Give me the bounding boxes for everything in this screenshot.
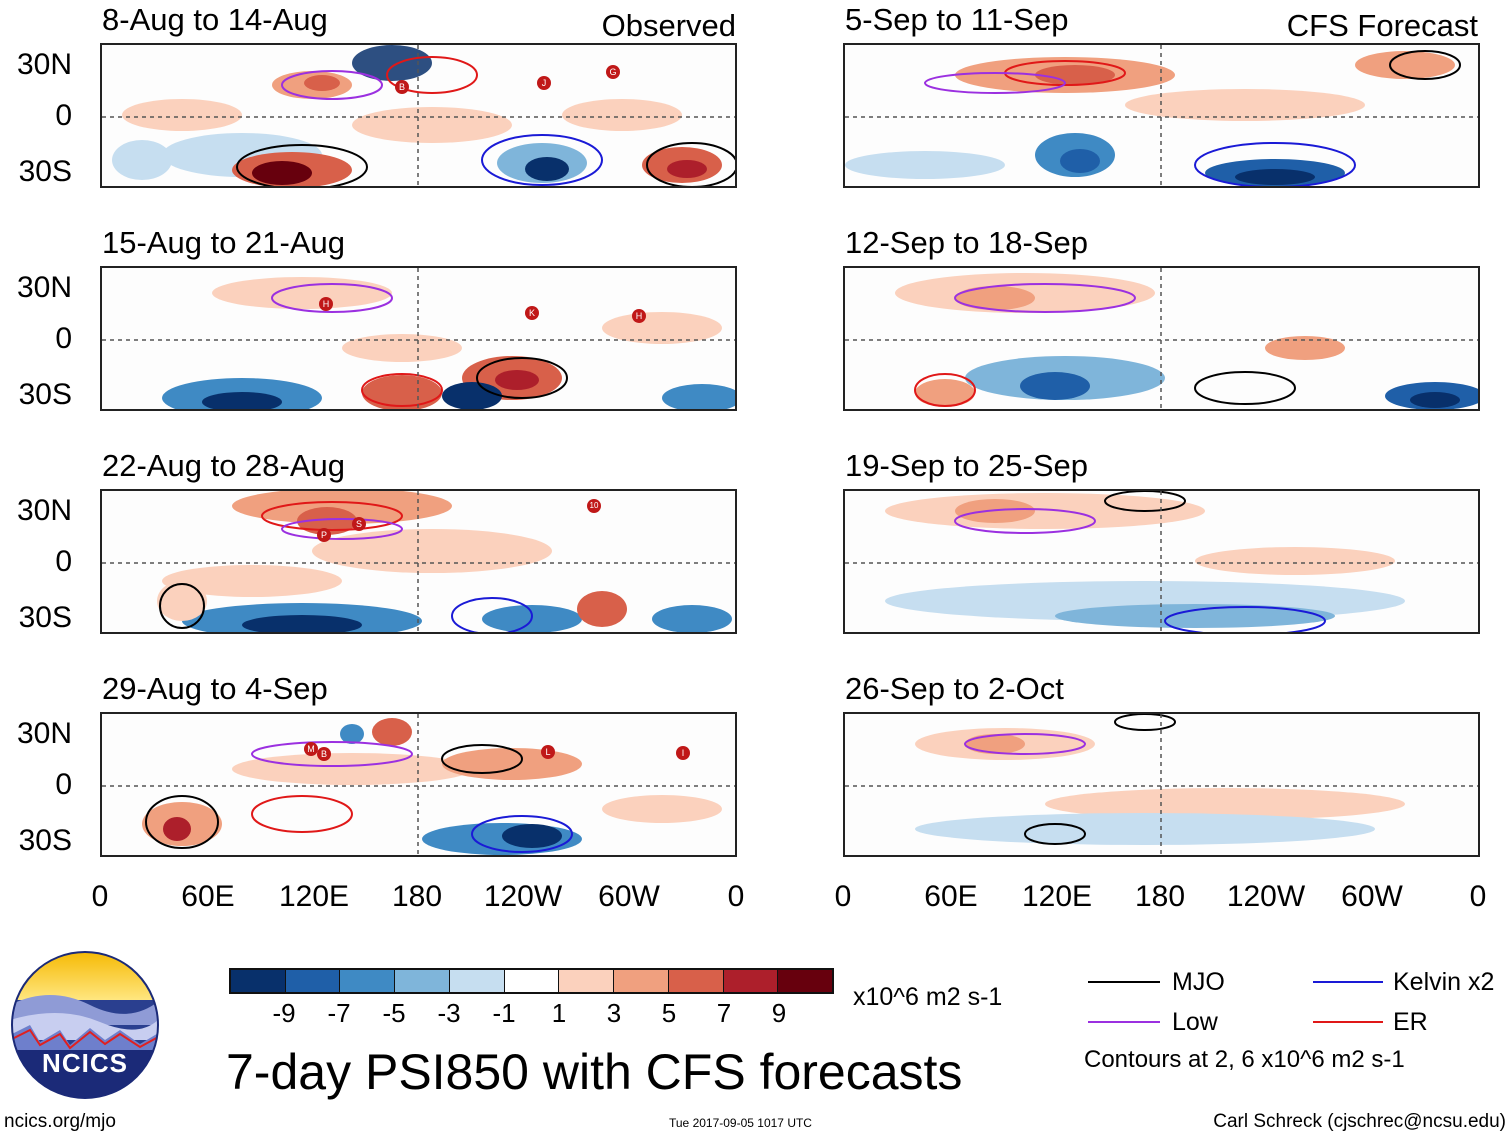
panel-title-3: 22-Aug to 28-Aug [102, 448, 346, 483]
panel-title-5: 5-Sep to 11-Sep [845, 2, 1069, 37]
storm-marker: B [317, 747, 331, 761]
colorbar-label: -5 [382, 998, 406, 1028]
storm-marker: H [319, 297, 333, 311]
colorbar-swatch [778, 970, 833, 992]
colorbar-label: 3 [606, 998, 622, 1028]
map-panel-2 [100, 266, 737, 411]
y-label-30n: 30N [16, 717, 72, 750]
ncics-logo-text: NCICS [42, 1048, 128, 1078]
colorbar-label: -1 [492, 998, 516, 1028]
y-label-30s: 30S [18, 601, 72, 634]
page-title: 7-day PSI850 with CFS forecasts [226, 1044, 963, 1100]
colorbar-swatch [668, 970, 724, 992]
colorbar-label: 9 [771, 998, 787, 1028]
legend-label-mjo: MJO [1172, 968, 1225, 996]
panel-title-1: 8-Aug to 14-Aug [102, 2, 328, 37]
map-panel-4 [100, 712, 737, 857]
colorbar-swatch [559, 970, 615, 992]
footer-author: Carl Schreck (cjschrec@ncsu.edu) [1213, 1111, 1506, 1132]
colorbar-swatch [285, 970, 341, 992]
storm-marker: M [304, 742, 318, 756]
cfs-forecast-label: CFS Forecast [1286, 8, 1478, 43]
x-label-right: 60E [924, 880, 978, 913]
colorbar-swatch [504, 970, 560, 992]
map-panel-6 [843, 266, 1480, 411]
panel-title-4: 29-Aug to 4-Sep [102, 671, 328, 706]
x-label-right: 120E [1021, 880, 1093, 913]
legend-label-kelvin: Kelvin x2 [1393, 968, 1495, 996]
y-label-30s: 30S [18, 155, 72, 188]
storm-marker: 10 [587, 499, 601, 513]
colorbar-swatch [723, 970, 779, 992]
map-panel-1 [100, 43, 737, 188]
legend-note: Contours at 2, 6 x10^6 m2 s-1 [1084, 1046, 1405, 1073]
panel-title-6: 12-Sep to 18-Sep [845, 225, 1089, 260]
x-label-left: 120W [483, 880, 563, 913]
x-label-left: 180 [391, 880, 443, 913]
y-label-30n: 30N [16, 494, 72, 527]
storm-marker: L [541, 745, 555, 759]
legend-line-er [1313, 1021, 1383, 1023]
colorbar-label: 1 [551, 998, 567, 1028]
colorbar-units: x10^6 m2 s-1 [853, 983, 1003, 1011]
storm-marker: I [676, 746, 690, 760]
x-label-left: 60W [598, 880, 660, 913]
y-label-0: 0 [55, 545, 72, 578]
colorbar-swatch [449, 970, 505, 992]
colorbar-label: -7 [327, 998, 351, 1028]
legend-line-kelvin [1313, 981, 1383, 983]
map-panel-8 [843, 712, 1480, 857]
x-label-left: 120E [278, 880, 350, 913]
x-label-right: 60W [1341, 880, 1403, 913]
map-panel-5 [843, 43, 1480, 188]
panel-title-7: 19-Sep to 25-Sep [845, 448, 1089, 483]
storm-marker: P [317, 528, 331, 542]
x-label-left: 0 [727, 880, 745, 913]
y-label-0: 0 [55, 99, 72, 132]
colorbar-swatch [395, 970, 450, 992]
colorbar-swatch [231, 970, 286, 992]
colorbar-swatch [340, 970, 396, 992]
footer-timestamp: Tue 2017-09-05 1017 UTC [669, 1116, 812, 1130]
x-label-right: 180 [1134, 880, 1186, 913]
footer-url[interactable]: ncics.org/mjo [4, 1111, 116, 1132]
legend-label-low: Low [1172, 1008, 1218, 1036]
x-label-right: 120W [1226, 880, 1306, 913]
storm-marker: G [606, 65, 620, 79]
map-panel-3 [100, 489, 737, 634]
y-label-0: 0 [55, 322, 72, 355]
ncics-logo: NCICS [10, 950, 160, 1100]
x-label-right: 0 [1469, 880, 1487, 913]
colorbar-swatch [614, 970, 669, 992]
storm-marker: B [395, 80, 409, 94]
colorbar-label: 5 [661, 998, 677, 1028]
legend-line-low [1088, 1021, 1160, 1023]
storm-marker: H [632, 309, 646, 323]
storm-marker: K [525, 306, 539, 320]
legend-label-er: ER [1393, 1008, 1428, 1036]
panel-title-8: 26-Sep to 2-Oct [845, 671, 1064, 706]
panel-title-2: 15-Aug to 21-Aug [102, 225, 346, 260]
y-label-30n: 30N [16, 271, 72, 304]
y-label-30s: 30S [18, 378, 72, 411]
y-label-30n: 30N [16, 48, 72, 81]
legend-line-mjo [1088, 981, 1160, 983]
y-label-30s: 30S [18, 824, 72, 857]
storm-marker: S [352, 517, 366, 531]
x-label-right: 0 [834, 880, 852, 913]
x-label-left: 60E [181, 880, 235, 913]
storm-marker: J [537, 76, 551, 90]
y-label-0: 0 [55, 768, 72, 801]
colorbar-label: -9 [272, 998, 296, 1028]
colorbar [229, 968, 834, 994]
observed-label: Observed [601, 8, 736, 43]
colorbar-label: -3 [437, 998, 461, 1028]
colorbar-label: 7 [716, 998, 732, 1028]
x-label-left: 0 [91, 880, 109, 913]
map-panel-7 [843, 489, 1480, 634]
